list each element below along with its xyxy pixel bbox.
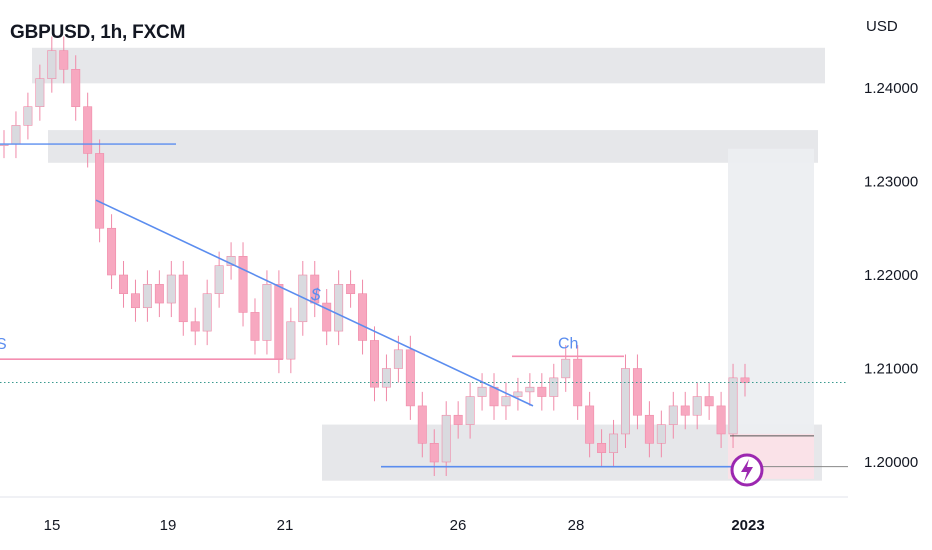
candle-body xyxy=(537,386,547,397)
candle-body xyxy=(465,396,475,425)
candle-body xyxy=(453,414,463,425)
candle-body xyxy=(119,274,128,295)
x-tick-label: 2023 xyxy=(731,517,764,534)
annotation-dollar: $ xyxy=(310,285,321,304)
candle-body xyxy=(621,368,630,435)
candle-body xyxy=(597,442,607,453)
candle-body xyxy=(513,391,523,397)
candle-body xyxy=(549,377,559,397)
lightning-bolt-icon xyxy=(741,459,753,482)
candle-body xyxy=(489,386,499,407)
candle-body xyxy=(585,405,595,444)
candle-body xyxy=(334,284,344,332)
trendline xyxy=(95,199,534,407)
candle-body xyxy=(95,153,105,229)
candle-body xyxy=(668,405,678,425)
candle-body xyxy=(322,302,332,332)
chart-title: GBPUSD, 1h, FXCM xyxy=(10,22,186,43)
annotation-s: S xyxy=(0,336,7,353)
candle-body xyxy=(250,312,260,341)
y-tick-label: 1.24000 xyxy=(864,80,918,97)
candle-body xyxy=(47,50,57,79)
candle-body xyxy=(632,368,642,416)
candle-body xyxy=(202,293,212,332)
candle-body xyxy=(704,396,714,407)
candle-body xyxy=(716,405,726,435)
projection-box xyxy=(728,148,814,434)
candle-body xyxy=(23,106,33,126)
candle-body xyxy=(740,377,750,383)
candle-body xyxy=(35,78,45,108)
candle-body xyxy=(501,396,511,407)
candle-body xyxy=(238,255,248,313)
candle-body xyxy=(477,386,487,397)
candle-body xyxy=(11,125,21,145)
candle-body xyxy=(286,321,296,360)
x-tick-label: 28 xyxy=(568,517,585,534)
candle-body xyxy=(262,284,272,341)
candle-body xyxy=(274,284,284,360)
candle-body xyxy=(358,293,368,341)
annotation-ch: Ch xyxy=(558,335,578,352)
zone-1 xyxy=(48,130,818,163)
x-tick-label: 19 xyxy=(160,517,177,534)
candle-body xyxy=(59,50,69,70)
candle-body xyxy=(656,424,666,444)
y-tick-label: 1.20000 xyxy=(864,454,918,471)
x-tick-label: 26 xyxy=(450,517,467,534)
candle-body xyxy=(417,405,427,444)
candle-body xyxy=(441,414,451,463)
candle-body xyxy=(405,349,415,407)
x-tick-label: 15 xyxy=(44,517,61,534)
candle-body xyxy=(680,405,690,416)
candle-body xyxy=(370,340,379,388)
candle-body xyxy=(166,274,176,304)
candle-body xyxy=(429,442,439,463)
candle-body xyxy=(154,284,164,304)
candle-body xyxy=(71,69,81,108)
y-tick-label: 1.23000 xyxy=(864,174,918,191)
candle-body xyxy=(346,284,356,295)
zone-0 xyxy=(32,47,825,84)
candle-body xyxy=(609,433,619,453)
candle-body xyxy=(214,265,224,294)
y-tick-label: 1.22000 xyxy=(864,267,918,284)
candle-body xyxy=(692,396,702,416)
candle-body xyxy=(381,368,391,388)
candle-body xyxy=(728,377,738,435)
candle-body xyxy=(130,293,140,309)
candle-body xyxy=(190,321,200,332)
candle-body xyxy=(561,358,571,379)
x-tick-label: 21 xyxy=(277,517,294,534)
y-tick-label: 1.21000 xyxy=(864,361,918,378)
y-axis-currency-label: USD xyxy=(866,18,898,35)
candle-body xyxy=(644,414,654,444)
candle-body xyxy=(107,227,117,276)
candle-body xyxy=(178,274,188,323)
candle-body xyxy=(525,386,535,393)
candle-body xyxy=(83,106,93,154)
candle-body xyxy=(142,284,152,309)
candle-body xyxy=(393,349,403,369)
